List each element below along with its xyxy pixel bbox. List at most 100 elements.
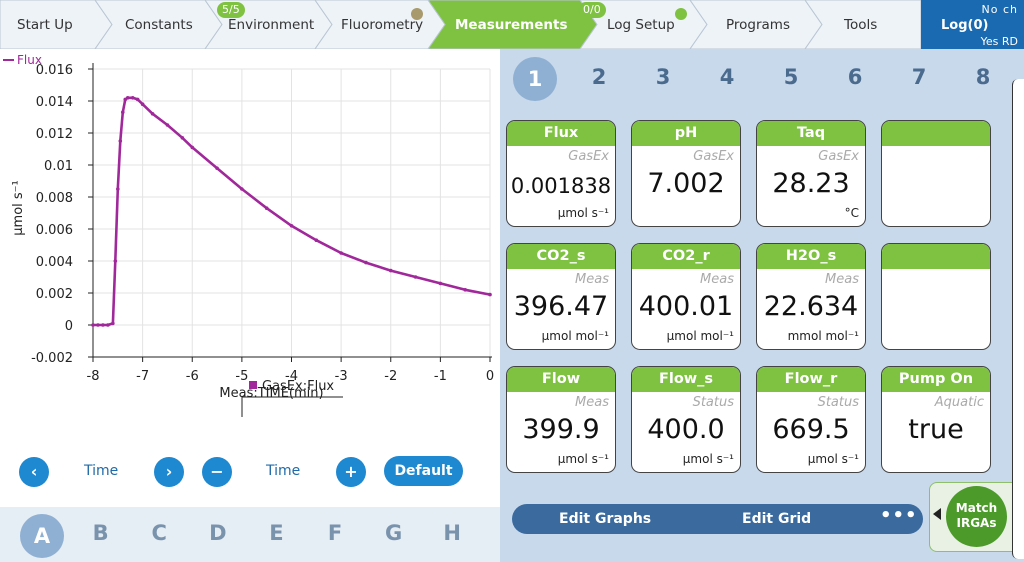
- flux-chart[interactable]: -0.002 0 0.002 0.004 0.006 0.008 0.01 0.012 0.01…: [0, 49, 500, 449]
- data-point: [101, 323, 105, 327]
- series-line-flux: [93, 96, 491, 327]
- log-status-bottom: Yes RD: [980, 35, 1018, 48]
- data-point: [118, 139, 123, 143]
- graph-tab-c[interactable]: C: [151, 521, 167, 545]
- nav-tab-log-setup[interactable]: Log Setup: [607, 17, 675, 33]
- measurement-card-flow[interactable]: Flow Meas 399.9 µmol s⁻¹: [506, 366, 616, 473]
- graph-tab-d[interactable]: D: [209, 521, 227, 545]
- card-title: CO2_r: [632, 244, 740, 269]
- measurement-card-taq[interactable]: Taq GasEx 28.23 °C: [756, 120, 866, 227]
- plus-button[interactable]: +: [336, 457, 366, 487]
- data-point: [135, 97, 140, 102]
- match-irgas-button[interactable]: Match IRGAs: [946, 486, 1007, 547]
- measurement-card-flow-s[interactable]: Flow_s Status 400.0 µmol s⁻¹: [631, 366, 741, 473]
- empty-measurement-card[interactable]: [881, 120, 991, 227]
- card-value: 400.0: [647, 414, 725, 445]
- data-point: [91, 323, 95, 327]
- data-point: [289, 224, 294, 228]
- y-tick-label: 0.008: [36, 191, 73, 206]
- card-unit: µmol s⁻¹: [557, 452, 609, 466]
- data-point: [314, 238, 319, 242]
- graph-panel: -0.002 0 0.002 0.004 0.006 0.008 0.01 0.012 0.01…: [0, 49, 500, 562]
- card-title: Flow: [507, 367, 615, 392]
- edit-graphs-button[interactable]: Edit Graphs: [559, 511, 652, 527]
- grid-tab-7[interactable]: 7: [911, 65, 927, 89]
- card-value: 669.5: [772, 414, 850, 445]
- measurement-card-h2o-s[interactable]: H2O_s Meas 22.634 mmol mol⁻¹: [756, 243, 866, 350]
- grid-panel: 1 2 3 4 5 6 7 8 Flux GasEx 0.001838 µmol s⁻¹ pH GasE…: [500, 49, 1024, 562]
- default-button[interactable]: Default: [384, 456, 463, 486]
- grid-tab-4[interactable]: 4: [719, 65, 735, 89]
- grid-tab-8[interactable]: 8: [975, 65, 991, 89]
- graph-tab-a[interactable]: A: [20, 514, 64, 558]
- card-value: 0.001838: [510, 174, 612, 198]
- card-title: Flow_s: [632, 367, 740, 392]
- card-title: H2O_s: [757, 244, 865, 269]
- card-unit: mmol mol⁻¹: [787, 329, 859, 343]
- more-options-button[interactable]: •••: [880, 505, 918, 526]
- card-source: Status: [817, 395, 859, 410]
- graph-tab-f[interactable]: F: [327, 521, 343, 545]
- card-value: 399.9: [522, 414, 600, 445]
- nav-tab-fluorometry[interactable]: Fluorometry: [341, 17, 424, 33]
- edit-grid-button[interactable]: Edit Grid: [742, 511, 812, 527]
- nav-tab-shape: [427, 0, 598, 49]
- measurement-card-flux[interactable]: Flux GasEx 0.001838 µmol s⁻¹: [506, 120, 616, 227]
- graph-tab-g[interactable]: G: [384, 521, 403, 545]
- nav-count-badge: 5/5: [217, 2, 245, 18]
- data-point: [106, 323, 110, 327]
- log-status-top: No ch: [981, 3, 1018, 16]
- grid-tab-6[interactable]: 6: [847, 65, 863, 89]
- legend-bottom-swatch: [249, 381, 257, 389]
- x-tick-label: -4: [285, 369, 298, 384]
- empty-measurement-card[interactable]: [881, 243, 991, 350]
- nav-tab-programs[interactable]: Programs: [726, 17, 790, 33]
- grid-tab-3[interactable]: 3: [655, 65, 671, 89]
- graph-tab-e[interactable]: E: [269, 521, 284, 545]
- measurement-card-pump-on[interactable]: Pump On Aquatic true: [881, 366, 991, 473]
- card-value: 400.01: [638, 291, 734, 322]
- card-source: GasEx: [568, 149, 609, 164]
- nav-tab-measurements[interactable]: Measurements: [455, 17, 568, 33]
- next-left-button[interactable]: ›: [154, 457, 184, 487]
- graph-tab-b[interactable]: B: [92, 521, 109, 545]
- card-title: Flow_r: [757, 367, 865, 392]
- data-point: [413, 275, 418, 279]
- y-tick-label: 0.006: [36, 223, 73, 238]
- prev-left-button[interactable]: ‹: [19, 457, 49, 487]
- nav-tab-start-up[interactable]: Start Up: [17, 17, 73, 33]
- graph-tab-h[interactable]: H: [443, 521, 461, 545]
- plus-icon: +: [344, 462, 358, 481]
- data-point: [190, 145, 195, 150]
- card-source: Aquatic: [934, 395, 984, 410]
- measurement-card-flow-r[interactable]: Flow_r Status 669.5 µmol s⁻¹: [756, 366, 866, 473]
- card-source: Meas: [575, 395, 609, 410]
- card-unit: µmol mol⁻¹: [666, 329, 734, 343]
- measurement-card-ph[interactable]: pH GasEx 7.002: [631, 120, 741, 227]
- nav-tab-constants[interactable]: Constants: [125, 17, 193, 33]
- card-value: 22.634: [763, 291, 859, 322]
- grid-tab-2[interactable]: 2: [591, 65, 607, 89]
- data-point: [116, 187, 120, 191]
- grid-tab-5[interactable]: 5: [783, 65, 799, 89]
- card-value: 396.47: [513, 291, 609, 322]
- nav-tab-tools[interactable]: Tools: [844, 17, 878, 33]
- data-point: [364, 260, 368, 265]
- measurement-card-co2-s[interactable]: CO2_s Meas 396.47 µmol mol⁻¹: [506, 243, 616, 350]
- status-dot-icon: [411, 8, 423, 20]
- y-tick-label: -0.002: [31, 351, 73, 366]
- minus-button[interactable]: −: [202, 457, 232, 487]
- card-title: Taq: [757, 121, 865, 146]
- drawer-arrow-icon[interactable]: [933, 508, 941, 520]
- card-source: Status: [692, 395, 734, 410]
- x-tick-label: -1: [434, 369, 447, 384]
- grid-tab-1[interactable]: 1: [513, 57, 557, 101]
- log-button[interactable]: No ch Log(0) Yes RD: [921, 0, 1024, 49]
- measurement-card-co2-r[interactable]: CO2_r Meas 400.01 µmol mol⁻¹: [631, 243, 741, 350]
- right-axis-label: Time: [266, 463, 301, 479]
- y-tick-label: 0.012: [36, 127, 73, 142]
- nav-tab-environment[interactable]: Environment: [228, 17, 315, 33]
- card-source: Meas: [825, 272, 859, 287]
- y-axis-title: µmol s⁻¹: [11, 180, 26, 235]
- side-drawer-handle[interactable]: [1012, 79, 1024, 559]
